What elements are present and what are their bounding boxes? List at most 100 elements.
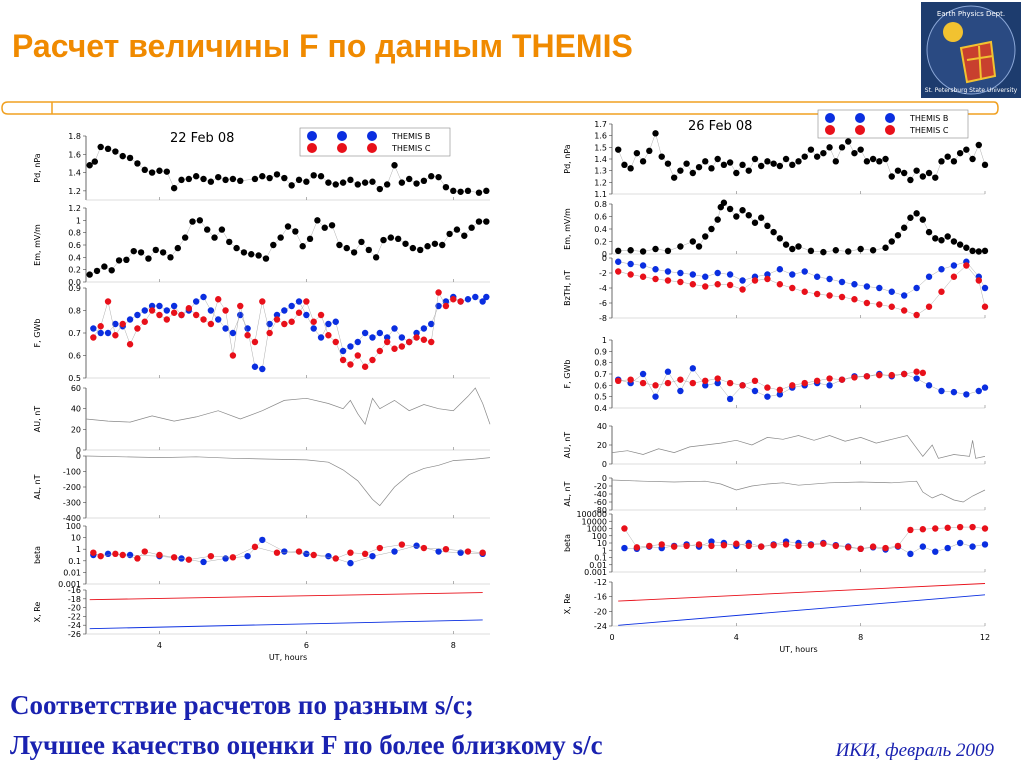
data-point <box>325 179 332 186</box>
data-point <box>981 525 989 532</box>
data-point <box>273 171 281 178</box>
data-point <box>764 393 771 400</box>
y-tick-label: 10 <box>71 534 81 543</box>
y-tick-label: 0.7 <box>594 370 607 379</box>
data-point <box>163 168 170 175</box>
data-point <box>134 555 141 562</box>
data-point <box>857 545 864 552</box>
data-point <box>97 552 104 560</box>
data-point <box>483 293 490 301</box>
y-tick-label: 1.1 <box>594 190 607 199</box>
data-point <box>306 235 314 243</box>
data-point <box>255 252 262 259</box>
data-point <box>292 228 299 235</box>
y-axis-label: X, Re <box>563 594 572 615</box>
data-point <box>376 544 384 552</box>
data-point <box>354 338 361 346</box>
data-point <box>702 283 709 290</box>
data-point <box>325 332 332 339</box>
data-point <box>900 169 908 177</box>
data-point <box>347 361 354 368</box>
data-point <box>303 178 310 185</box>
data-point <box>664 268 672 275</box>
y-axis-label: BzTH, nT <box>563 270 572 306</box>
data-point <box>435 548 442 555</box>
data-point <box>409 244 417 252</box>
data-point <box>156 311 163 319</box>
data-point <box>428 320 435 328</box>
data-point <box>145 255 152 262</box>
data-point <box>350 249 358 256</box>
y-tick-label: 0.4 <box>594 404 607 413</box>
data-point <box>439 241 446 249</box>
data-point <box>677 243 684 250</box>
data-point <box>826 292 833 299</box>
y-tick-label: 0.4 <box>68 253 81 262</box>
series-connector <box>93 539 483 564</box>
data-point <box>369 178 376 185</box>
data-point <box>615 258 622 265</box>
data-point <box>104 298 112 305</box>
data-point <box>776 266 784 273</box>
data-point <box>119 152 126 160</box>
y-tick-label: 10 <box>597 539 607 548</box>
data-point <box>192 311 200 319</box>
data-point <box>950 238 958 245</box>
data-point <box>347 343 354 350</box>
data-point <box>295 298 303 305</box>
data-point <box>764 384 771 391</box>
data-point <box>358 238 365 246</box>
data-point <box>969 523 976 531</box>
data-point <box>112 148 119 155</box>
data-point <box>303 298 310 305</box>
y-tick-label: 0.6 <box>68 241 81 250</box>
y-tick-label: 40 <box>597 422 607 431</box>
data-point <box>975 277 982 284</box>
slide-title: Расчет величины F по данным THEMIS <box>12 28 633 64</box>
data-point <box>273 549 281 556</box>
data-point <box>163 316 170 323</box>
y-tick-label: 0.6 <box>68 352 81 361</box>
data-point <box>237 177 244 184</box>
y-tick-label: 0.8 <box>594 200 607 209</box>
data-point <box>457 298 464 305</box>
legend-marker <box>337 131 347 141</box>
data-point <box>938 387 945 395</box>
y-tick-label: 0 <box>76 446 81 455</box>
y-tick-label: 0.1 <box>594 554 607 563</box>
data-point <box>652 130 659 137</box>
data-point <box>689 271 697 278</box>
data-point <box>126 154 134 162</box>
series-line-gray <box>85 455 491 507</box>
data-point <box>795 542 802 550</box>
data-point <box>938 266 945 273</box>
data-point <box>907 214 914 221</box>
data-point <box>714 379 721 387</box>
data-point <box>832 542 839 550</box>
series-line-gray <box>611 479 986 503</box>
panel-em-mv-m: 0.0 0.2 0.4 0.6 0.8 1 1.2 Em, mV/m <box>33 204 490 287</box>
x-axis-label: UT, hours <box>779 645 817 654</box>
data-point <box>229 329 237 337</box>
data-point <box>181 234 189 241</box>
data-point <box>200 175 207 183</box>
data-point <box>372 254 380 261</box>
data-point <box>288 302 295 310</box>
data-point <box>295 176 303 184</box>
series-line-themis-b <box>89 619 483 630</box>
data-point <box>739 382 746 389</box>
data-point <box>413 334 420 341</box>
data-point <box>156 551 163 559</box>
data-point <box>615 146 622 153</box>
panel-au-nt: 0 20 40 AU, nT <box>563 422 986 469</box>
y-tick-label: 1.6 <box>594 132 607 141</box>
y-tick-label: 60 <box>71 384 81 393</box>
data-point <box>178 311 185 319</box>
y-tick-label: 0 <box>76 452 81 461</box>
panel-au-nt: 0 20 40 60 AU, nT <box>33 384 491 455</box>
data-point <box>115 257 123 264</box>
y-tick-label: 0.001 <box>584 568 607 577</box>
panel-pd-npa: 1.2 1.4 1.6 1.8 Pd, nPa <box>33 132 490 201</box>
data-point <box>483 187 490 195</box>
y-tick-label: -4 <box>599 284 607 293</box>
